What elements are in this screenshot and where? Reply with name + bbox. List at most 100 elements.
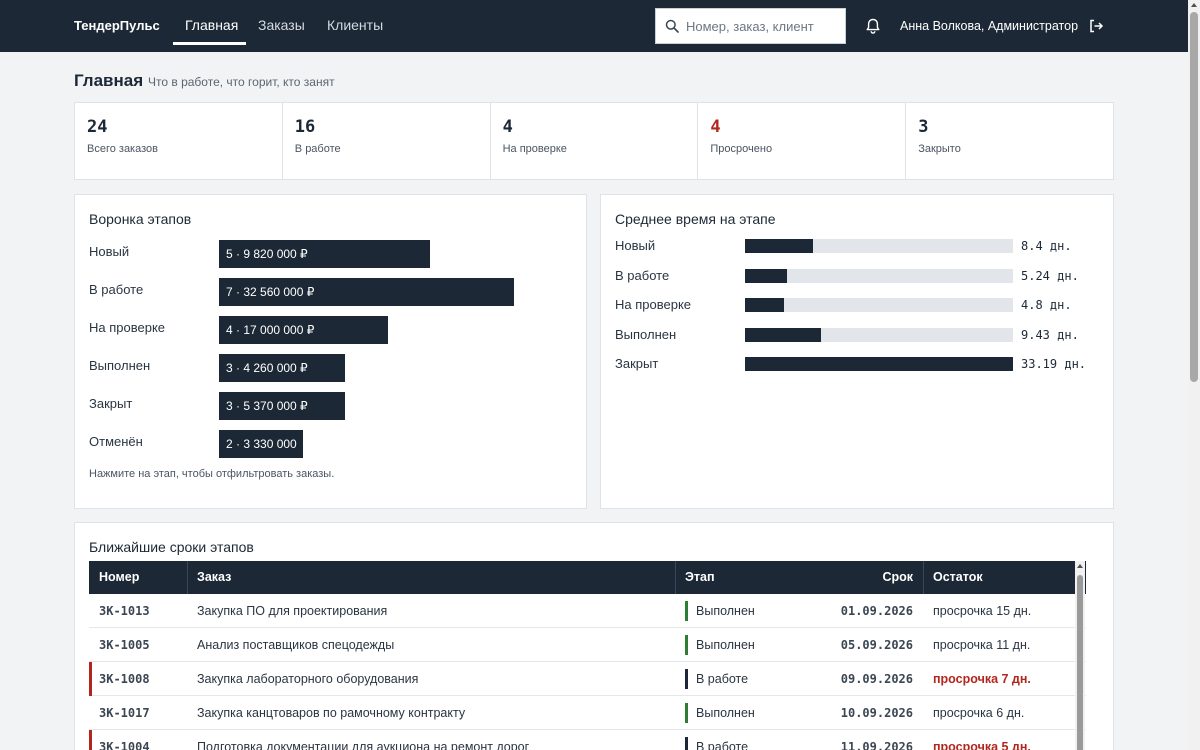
funnel-stage-bar[interactable]: 7 · 32 560 000 ₽ <box>219 278 514 306</box>
table-row[interactable]: ЗК-1004 Подготовка документации для аукци… <box>89 730 1086 750</box>
order-number[interactable]: ЗК-1005 <box>99 638 150 652</box>
logout-icon[interactable] <box>1088 18 1104 34</box>
avg-time-track <box>745 298 1013 312</box>
stat-label: Всего заказов <box>87 143 158 155</box>
table-scrollbar-thumb[interactable] <box>1077 575 1083 750</box>
stat-in-progress[interactable]: 16 В работе <box>283 103 491 179</box>
column-divider <box>187 561 188 594</box>
funnel-stage-row[interactable]: Закрыт 3 · 5 370 000 ₽ <box>89 392 569 420</box>
funnel-stage-value: 3 · 4 260 000 ₽ <box>226 361 308 375</box>
user-name[interactable]: Анна Волкова, Администратор <box>900 19 1079 33</box>
avg-time-track <box>745 357 1013 371</box>
table-header: Номер Заказ Этап Срок Остаток <box>89 561 1086 594</box>
bell-icon[interactable] <box>864 17 882 35</box>
funnel-stage-bar[interactable]: 3 · 5 370 000 ₽ <box>219 392 345 420</box>
avg-time-value: 9.43 дн. <box>1021 327 1079 342</box>
funnel-stage-value: 5 · 9 820 000 ₽ <box>226 247 308 261</box>
due-date: 11.09.2026 <box>840 740 913 750</box>
page-scrollbar[interactable] <box>1188 0 1200 750</box>
avg-time-value: 33.19 дн. <box>1021 357 1087 371</box>
funnel-stage-row[interactable]: В работе 7 · 32 560 000 ₽ <box>89 278 569 306</box>
nav-tab-orders[interactable]: Заказы <box>258 17 305 33</box>
stats-panel: 24 Всего заказов 16 В работе 4 На провер… <box>74 102 1114 180</box>
due-date: 10.09.2026 <box>840 706 913 720</box>
stat-label: В работе <box>294 143 341 155</box>
avg-time-card: Среднее время на этапе Новый 8.4 дн. В раб… <box>600 194 1114 509</box>
brand-logo[interactable]: ТендерПульс <box>74 18 160 33</box>
funnel-stage-bar[interactable]: 2 · 3 330 000 <box>219 430 303 458</box>
order-number[interactable]: ЗК-1008 <box>99 672 150 686</box>
stat-label: Закрыто <box>918 143 961 155</box>
column-header-left[interactable]: Остаток <box>933 570 983 584</box>
avg-time-label: Новый <box>615 238 656 253</box>
funnel-stage-bar[interactable]: 4 · 17 000 000 ₽ <box>219 316 388 344</box>
funnel-stage-value: 3 · 5 370 000 ₽ <box>226 399 308 413</box>
funnel-stage-label: Выполнен <box>89 358 151 373</box>
avg-time-track <box>745 239 1013 253</box>
stage-badge: Выполнен <box>685 635 755 655</box>
funnel-card: Воронка этапов Новый 5 · 9 820 000 ₽ В раб… <box>74 194 587 509</box>
avg-time-label: На проверке <box>615 297 692 312</box>
order-title[interactable]: Закупка ПО для проектирования <box>197 604 388 618</box>
funnel-title: Воронка этапов <box>89 211 192 227</box>
stage-badge: Выполнен <box>685 601 755 621</box>
funnel-stage-row[interactable]: Выполнен 3 · 4 260 000 ₽ <box>89 354 569 382</box>
table-scrollbar[interactable] <box>1075 561 1085 750</box>
stat-value: 3 <box>918 117 929 137</box>
funnel-stage-row[interactable]: Отменён 2 · 3 330 000 <box>89 430 569 458</box>
avg-time-value: 5.24 дн. <box>1021 268 1079 283</box>
avg-time-value: 8.4 дн. <box>1021 239 1072 253</box>
order-title[interactable]: Закупка лабораторного оборудования <box>197 672 419 686</box>
table-row[interactable]: ЗК-1008 Закупка лабораторного оборудовани… <box>89 662 1086 696</box>
avg-time-row: Новый 8.4 дн. <box>615 236 1095 256</box>
nav-active-indicator <box>173 42 246 45</box>
avg-time-fill <box>745 298 784 312</box>
funnel-stage-label: Закрыт <box>89 396 133 411</box>
column-header-due[interactable]: Срок <box>882 570 913 584</box>
table-row[interactable]: ЗК-1013 Закупка ПО для проектирования Выпо… <box>89 594 1086 628</box>
funnel-stage-label: Отменён <box>89 434 143 449</box>
stat-overdue[interactable]: 4 Просрочено <box>698 103 907 179</box>
table-row[interactable]: ЗК-1017 Закупка канцтоваров по рамочному … <box>89 696 1086 730</box>
top-bar: ТендерПульс Главная Заказы Клиенты Анна … <box>0 0 1188 52</box>
due-date: 05.09.2026 <box>840 638 913 652</box>
funnel-stage-row[interactable]: Новый 5 · 9 820 000 ₽ <box>89 240 569 268</box>
page-title: Главная <box>74 71 144 90</box>
avg-time-value: 4.8 дн. <box>1021 298 1072 312</box>
stage-badge: В работе <box>685 737 748 750</box>
order-number[interactable]: ЗК-1013 <box>99 604 150 618</box>
order-title[interactable]: Закупка канцтоваров по рамочному контрак… <box>197 706 466 720</box>
scroll-up-arrow-icon[interactable] <box>1191 3 1197 7</box>
column-header-number[interactable]: Номер <box>99 570 140 584</box>
order-title[interactable]: Подготовка документации для аукциона на … <box>197 740 530 750</box>
search-icon <box>665 19 679 33</box>
nav-tab-home[interactable]: Главная <box>185 17 239 33</box>
stat-on-review[interactable]: 4 На проверке <box>491 103 699 179</box>
stat-closed[interactable]: 3 Закрыто <box>906 103 1113 179</box>
search-box <box>655 8 846 44</box>
funnel-stage-bar[interactable]: 3 · 4 260 000 ₽ <box>219 354 345 382</box>
funnel-stage-bar[interactable]: 5 · 9 820 000 ₽ <box>219 240 430 268</box>
funnel-stage-row[interactable]: На проверке 4 · 17 000 000 ₽ <box>89 316 569 344</box>
avg-time-row: Закрыт 33.19 дн. <box>615 354 1095 374</box>
avg-time-row: На проверке 4.8 дн. <box>615 295 1095 315</box>
column-header-order[interactable]: Заказ <box>197 570 232 584</box>
funnel-hint: Нажмите на этап, чтобы отфильтровать зак… <box>89 468 335 480</box>
search-input[interactable] <box>686 9 844 43</box>
table-row[interactable]: ЗК-1005 Анализ поставщиков спецодежды Выпо… <box>89 628 1086 662</box>
page-scrollbar-thumb[interactable] <box>1190 12 1198 382</box>
deadlines-table: Номер Заказ Этап Срок Остаток ЗК-1013 Зак… <box>89 561 1086 750</box>
time-left: просрочка 7 дн. <box>933 672 1031 686</box>
order-number[interactable]: ЗК-1004 <box>99 740 150 750</box>
table-scroll-up-arrow-icon[interactable] <box>1077 564 1083 568</box>
column-header-stage[interactable]: Этап <box>685 570 715 584</box>
avg-time-fill <box>745 327 822 342</box>
avg-time-row: Выполнен 9.43 дн. <box>615 325 1095 345</box>
stage-badge: Выполнен <box>685 703 755 723</box>
stat-total-orders[interactable]: 24 Всего заказов <box>75 103 283 179</box>
stat-label: Просрочено <box>710 143 773 155</box>
order-title[interactable]: Анализ поставщиков спецодежды <box>197 638 395 652</box>
nav-tab-clients[interactable]: Клиенты <box>327 17 384 33</box>
order-number[interactable]: ЗК-1017 <box>99 706 150 720</box>
time-left: просрочка 6 дн. <box>933 706 1025 720</box>
